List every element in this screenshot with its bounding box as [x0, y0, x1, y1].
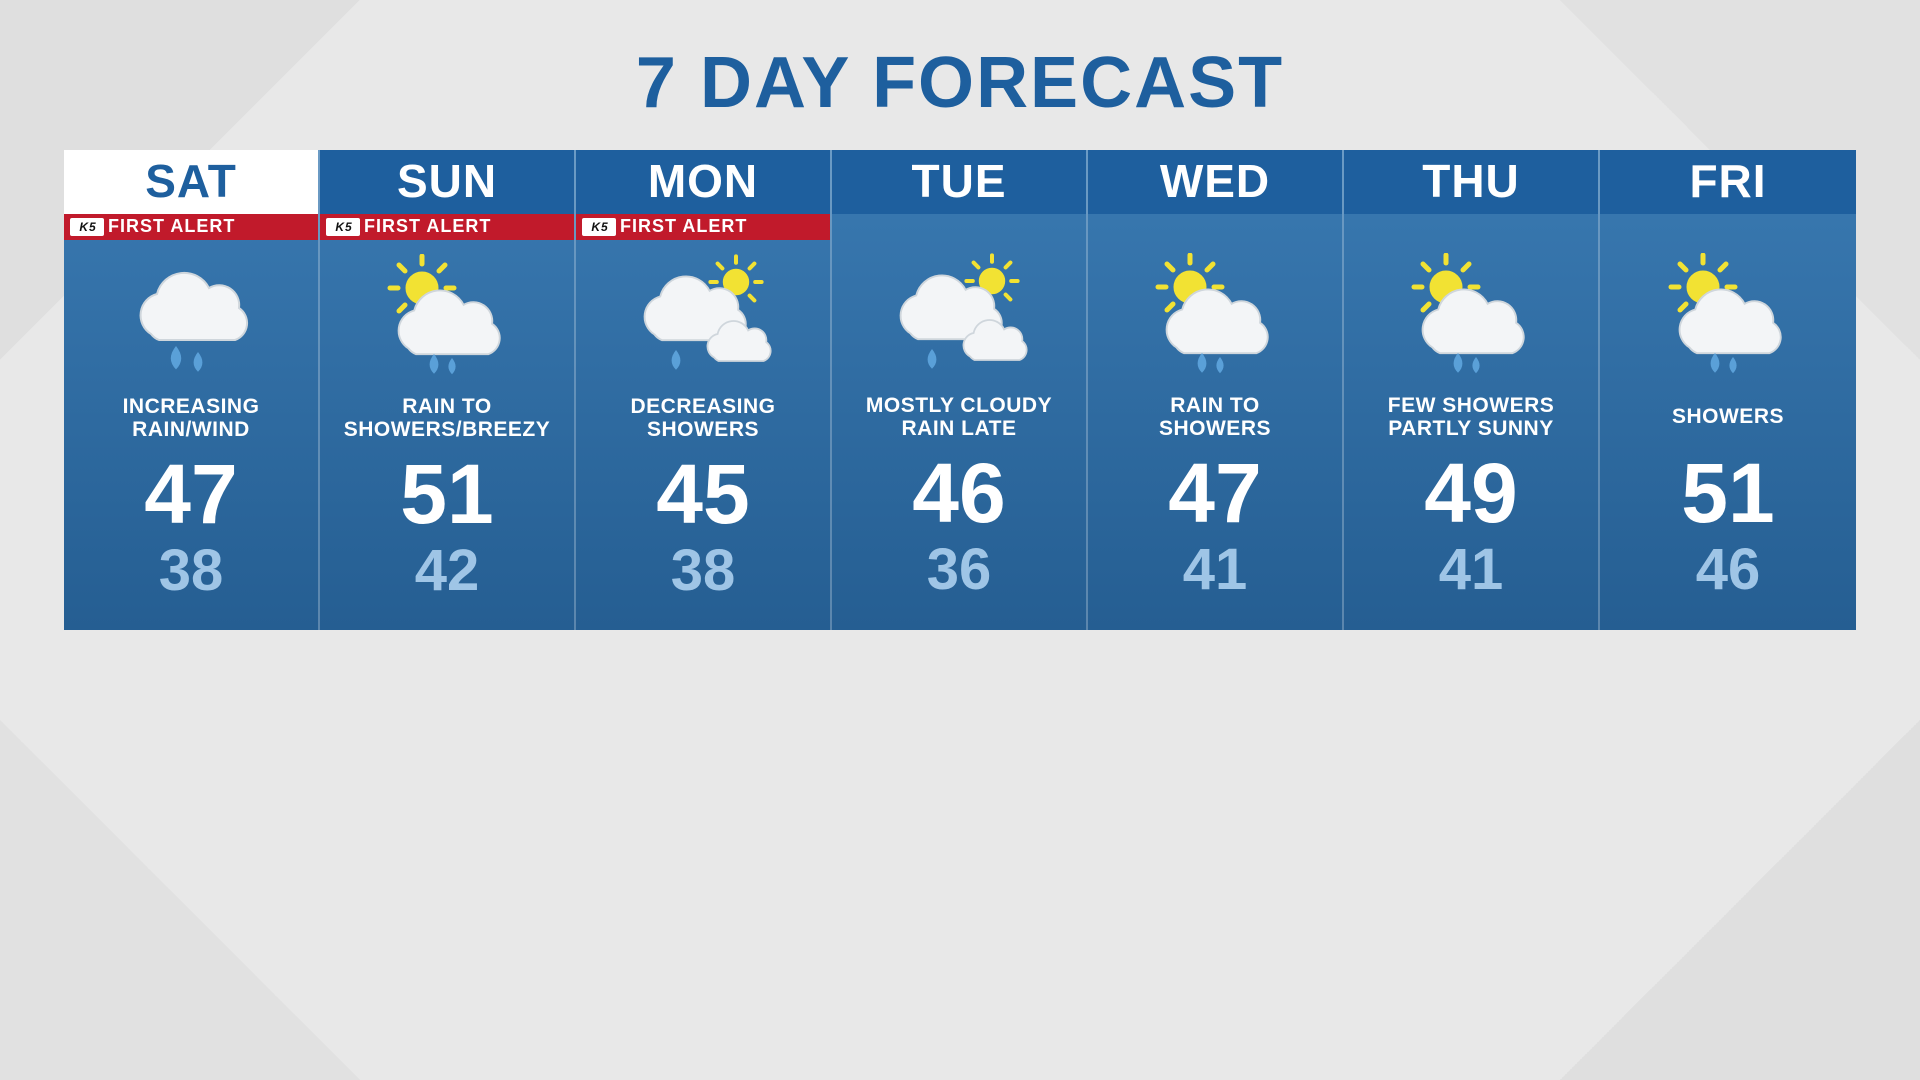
station-logo-icon: K5 [326, 218, 360, 236]
low-temp: 42 [415, 542, 480, 600]
alert-spacer [1344, 214, 1598, 239]
forecast-day: TUE MOSTLY CLOUDY RAIN LATE 46 36 [832, 150, 1088, 630]
low-temp: 38 [159, 542, 224, 600]
weather-icon [832, 243, 1086, 393]
forecast-description: INCREASING RAIN/WIND [117, 394, 266, 442]
high-temp: 47 [1168, 451, 1261, 535]
weather-icon [320, 244, 574, 394]
alert-text: FIRST ALERT [364, 216, 491, 237]
day-label: FRI [1600, 150, 1856, 214]
station-logo-icon: K5 [582, 218, 616, 236]
weather-icon [64, 244, 318, 394]
low-temp: 41 [1183, 541, 1248, 599]
weather-icon [1088, 243, 1342, 393]
weather-icon [576, 244, 830, 394]
high-temp: 45 [656, 452, 749, 536]
page-title: 7 DAY FORECAST [0, 42, 1920, 124]
forecast-day: SUNK5FIRST ALERT RAIN TO SHOWERS/BREEZY5… [320, 150, 576, 630]
weather-icon [1344, 243, 1598, 393]
day-label: SUN [320, 150, 574, 214]
forecast-day: SATK5FIRST ALERT INCREASING RAIN/WIND473… [64, 150, 320, 630]
forecast-day: FRI SHOWERS 51 46 [1600, 150, 1856, 630]
first-alert-badge: K5FIRST ALERT [64, 214, 318, 240]
day-label: SAT [64, 150, 318, 214]
forecast-description: MOSTLY CLOUDY RAIN LATE [860, 393, 1058, 441]
first-alert-badge: K5FIRST ALERT [576, 214, 830, 240]
forecast-description: RAIN TO SHOWERS [1153, 393, 1277, 441]
low-temp: 36 [927, 541, 992, 599]
high-temp: 49 [1424, 451, 1517, 535]
forecast-day: MONK5FIRST ALERT DECREASING SHOWERS4538 [576, 150, 832, 630]
high-temp: 51 [1681, 451, 1774, 535]
forecast-description: DECREASING SHOWERS [624, 394, 781, 442]
high-temp: 51 [400, 452, 493, 536]
forecast-panel: SATK5FIRST ALERT INCREASING RAIN/WIND473… [64, 150, 1856, 630]
forecast-day: WED RAIN TO SHOWERS 47 41 [1088, 150, 1344, 630]
day-label: MON [576, 150, 830, 214]
day-label: THU [1344, 150, 1598, 214]
day-label: WED [1088, 150, 1342, 214]
alert-text: FIRST ALERT [108, 216, 235, 237]
station-logo-icon: K5 [70, 218, 104, 236]
alert-spacer [1600, 214, 1856, 239]
first-alert-badge: K5FIRST ALERT [320, 214, 574, 240]
weather-icon [1600, 243, 1856, 393]
alert-text: FIRST ALERT [620, 216, 747, 237]
low-temp: 46 [1696, 541, 1761, 599]
high-temp: 47 [144, 452, 237, 536]
forecast-description: RAIN TO SHOWERS/BREEZY [338, 394, 557, 442]
alert-spacer [1088, 214, 1342, 239]
high-temp: 46 [912, 451, 1005, 535]
forecast-description: FEW SHOWERS PARTLY SUNNY [1382, 393, 1561, 441]
day-label: TUE [832, 150, 1086, 214]
forecast-description: SHOWERS [1666, 393, 1790, 441]
alert-spacer [832, 214, 1086, 239]
low-temp: 38 [671, 542, 736, 600]
forecast-day: THU FEW SHOWERS PARTLY SUNNY 49 41 [1344, 150, 1600, 630]
low-temp: 41 [1439, 541, 1504, 599]
